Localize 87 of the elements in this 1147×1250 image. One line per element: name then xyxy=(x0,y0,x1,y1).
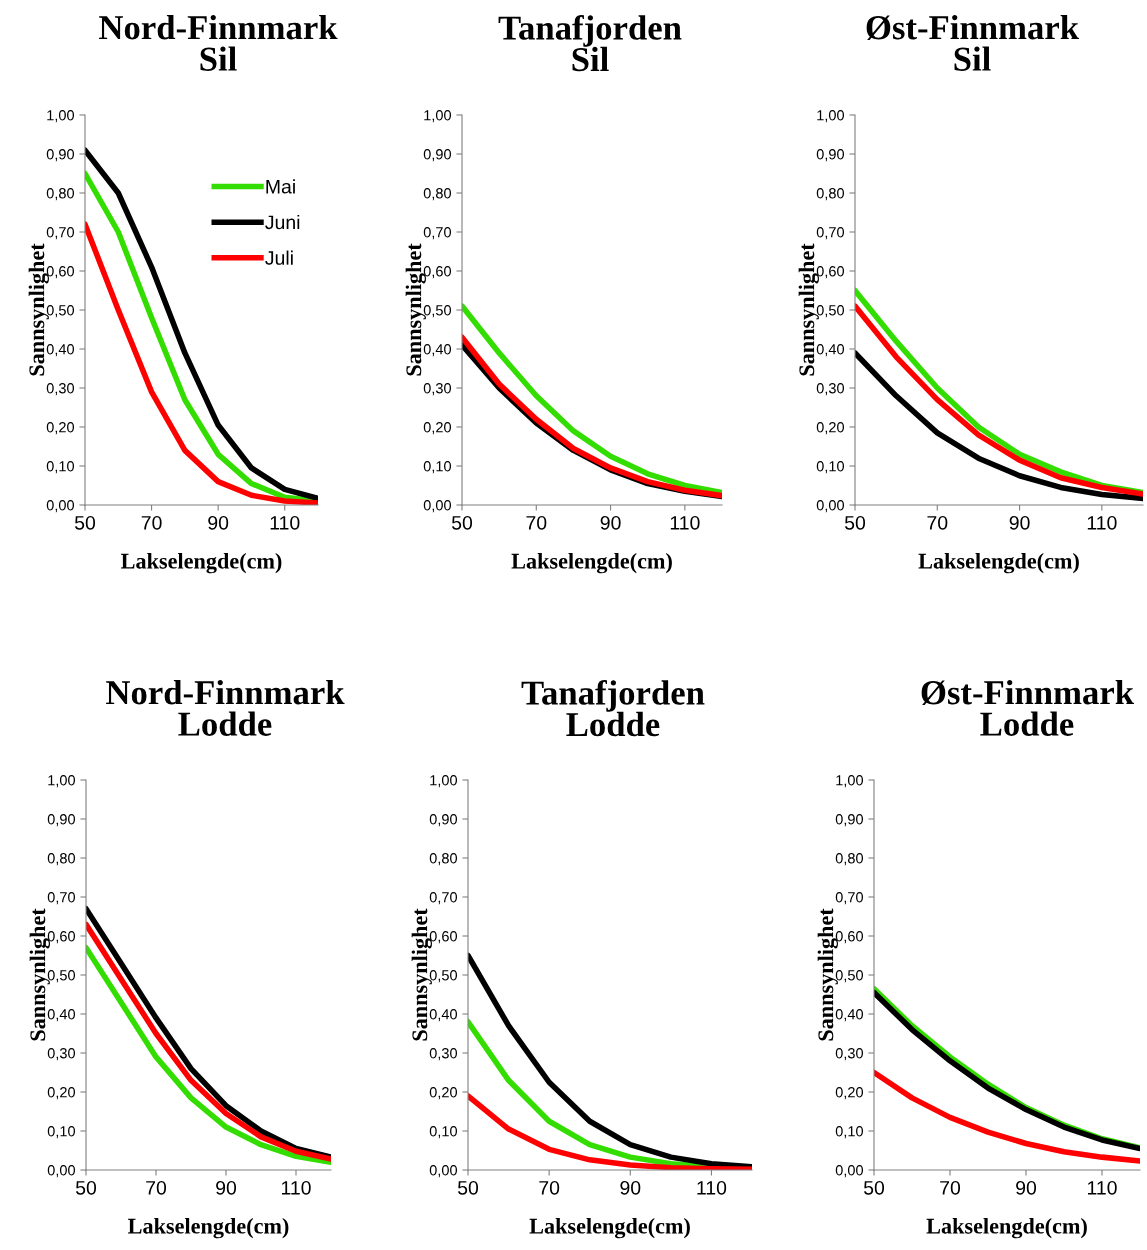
y-tick-label: 0,10 xyxy=(429,1126,458,1139)
y-tick-label: 0,80 xyxy=(429,853,458,866)
y-tick-label: 0,00 xyxy=(47,1165,76,1178)
y-tick-label: 0,30 xyxy=(47,1048,76,1061)
y-tick-label: 0,30 xyxy=(816,383,845,396)
chart-title: Tanafjorden Lodde xyxy=(521,680,705,737)
y-tick-label: 0,90 xyxy=(835,814,864,827)
x-tick-label: 90 xyxy=(208,515,229,530)
legend-label: Mai xyxy=(266,179,295,194)
y-tick-label: 0,80 xyxy=(423,188,452,201)
y-tick-label: 0,30 xyxy=(835,1048,864,1061)
x-tick-label: 50 xyxy=(863,1180,885,1195)
x-tick-label: 70 xyxy=(526,515,547,530)
y-tick-label: 0,20 xyxy=(423,422,452,435)
y-tick-label: 0,90 xyxy=(46,149,75,162)
y-tick-label: 0,90 xyxy=(423,149,452,162)
y-tick-label: 0,00 xyxy=(816,500,845,513)
x-tick-label: 90 xyxy=(600,515,621,530)
y-tick-label: 0,30 xyxy=(46,383,75,396)
x-tick-label: 90 xyxy=(1009,515,1030,530)
y-tick-label: 0,80 xyxy=(46,188,75,201)
x-tick-label: 110 xyxy=(1087,1180,1117,1195)
y-tick-label: 0,00 xyxy=(835,1165,864,1178)
x-tick-label: 50 xyxy=(75,1180,97,1195)
y-tick-label: 0,20 xyxy=(835,1087,864,1100)
x-tick-label: 110 xyxy=(270,515,300,530)
y-tick-label: 0,10 xyxy=(47,1126,76,1139)
y-tick-label: 1,00 xyxy=(48,775,76,788)
y-tick-label: 0,10 xyxy=(423,461,452,474)
chart-title: Nord-Finnmark Lodde xyxy=(106,680,345,736)
y-tick-label: 0,70 xyxy=(46,227,75,240)
y-tick-label: 0,80 xyxy=(816,188,845,201)
x-tick-label: 90 xyxy=(1016,1180,1037,1195)
y-tick-label: 0,20 xyxy=(429,1087,458,1100)
x-axis-title: Lakselengde(cm) xyxy=(511,552,672,574)
x-tick-label: 50 xyxy=(74,515,96,530)
y-tick-label: 1,00 xyxy=(430,775,458,788)
y-tick-label: 0,10 xyxy=(46,461,75,474)
x-tick-label: 70 xyxy=(927,515,948,530)
x-tick-label: 110 xyxy=(670,515,700,530)
y-tick-label: 0,20 xyxy=(47,1087,76,1100)
y-tick-label: 0,20 xyxy=(816,422,845,435)
y-tick-label: 0,00 xyxy=(46,500,75,513)
y-tick-label: 0,70 xyxy=(835,892,864,905)
x-tick-label: 110 xyxy=(697,1180,727,1195)
y-tick-label: 0,90 xyxy=(429,814,458,827)
x-tick-label: 90 xyxy=(216,1180,237,1195)
y-tick-label: 0,70 xyxy=(816,227,845,240)
chart-title: Øst-Finnmark Lodde xyxy=(921,680,1135,736)
y-tick-label: 0,00 xyxy=(429,1165,458,1178)
x-tick-label: 50 xyxy=(844,515,866,530)
chart-title: Nord-Finnmark Sil xyxy=(99,15,338,71)
y-tick-label: 1,00 xyxy=(47,110,75,123)
chart-title: Tanafjorden Sil xyxy=(498,15,682,72)
y-tick-label: 0,10 xyxy=(816,461,845,474)
y-tick-label: 0,80 xyxy=(835,853,864,866)
y-tick-label: 0,90 xyxy=(816,149,845,162)
y-tick-label: 0,00 xyxy=(423,500,452,513)
y-tick-label: 0,70 xyxy=(423,227,452,240)
x-tick-label: 110 xyxy=(1087,515,1117,530)
x-axis-title: Lakselengde(cm) xyxy=(128,1217,289,1239)
y-tick-label: 0,30 xyxy=(423,383,452,396)
y-tick-label: 0,10 xyxy=(835,1126,864,1139)
x-tick-label: 70 xyxy=(141,515,162,530)
y-tick-label: 0,80 xyxy=(47,853,76,866)
x-tick-label: 70 xyxy=(539,1180,560,1195)
x-axis-title: Lakselengde(cm) xyxy=(529,1217,690,1239)
x-tick-label: 50 xyxy=(451,515,473,530)
y-tick-label: 0,70 xyxy=(47,892,76,905)
x-axis-title: Lakselengde(cm) xyxy=(121,552,282,574)
y-tick-label: 0,30 xyxy=(429,1048,458,1061)
y-tick-label: 0,20 xyxy=(46,422,75,435)
x-tick-label: 110 xyxy=(281,1180,311,1195)
y-tick-label: 0,90 xyxy=(47,814,76,827)
x-tick-label: 70 xyxy=(940,1180,961,1195)
legend-label: Juni xyxy=(265,214,300,230)
y-tick-label: 0,70 xyxy=(429,892,458,905)
x-axis-title: Lakselengde(cm) xyxy=(926,1217,1087,1239)
y-tick-label: 1,00 xyxy=(424,110,452,123)
x-tick-label: 90 xyxy=(620,1180,641,1195)
x-tick-label: 70 xyxy=(146,1180,167,1195)
legend-label: Juli xyxy=(265,250,293,265)
y-tick-label: 1,00 xyxy=(817,110,845,123)
x-axis-title: Lakselengde(cm) xyxy=(918,552,1079,574)
x-tick-label: 50 xyxy=(457,1180,479,1195)
y-tick-label: 1,00 xyxy=(836,775,864,788)
chart-title: Øst-Finnmark Sil xyxy=(866,15,1080,71)
